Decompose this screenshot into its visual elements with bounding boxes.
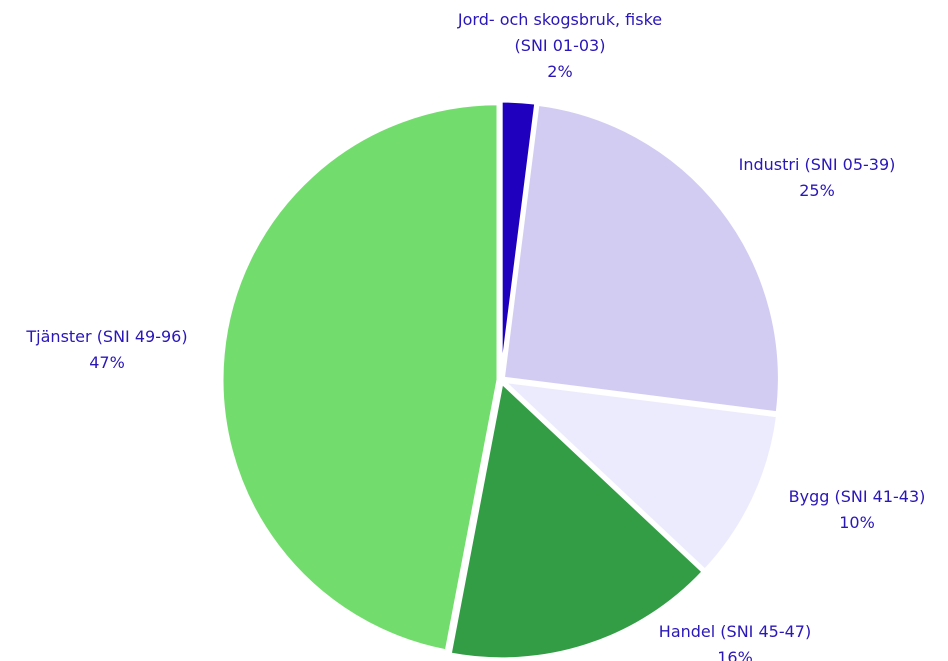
slice-label: Tjänster (SNI 49-96) 47%	[7, 324, 207, 376]
slice-name: Bygg (SNI 41-43)	[788, 487, 926, 506]
slice-name: Jord- och skogsbruk, fiske (SNI 01-03)	[457, 10, 663, 55]
slice-name: Industri (SNI 05-39)	[738, 155, 896, 174]
slice-label: Bygg (SNI 41-43) 10%	[772, 484, 942, 536]
slice-value: 10%	[839, 513, 875, 532]
slice-label: Industri (SNI 05-39) 25%	[717, 152, 917, 204]
pie-slice	[448, 379, 706, 661]
pie-slice	[501, 102, 781, 415]
slice-value: 16%	[717, 648, 753, 661]
slice-label: Jord- och skogsbruk, fiske (SNI 01-03) 2%	[440, 7, 680, 85]
slice-name: Tjänster (SNI 49-96)	[26, 327, 188, 346]
slice-value: 2%	[547, 62, 573, 81]
slice-value: 47%	[89, 353, 125, 372]
pie-slice	[499, 99, 538, 378]
slice-value: 25%	[799, 181, 835, 200]
slice-label: Handel (SNI 45-47) 16%	[625, 619, 845, 661]
pie-slice	[220, 102, 500, 653]
pie-slice	[499, 379, 780, 573]
slice-name: Handel (SNI 45-47)	[658, 622, 812, 641]
